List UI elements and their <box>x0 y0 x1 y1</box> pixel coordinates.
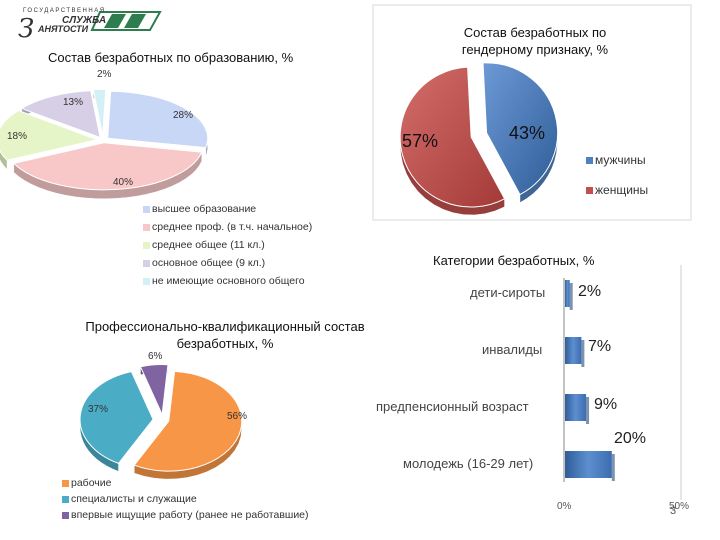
bar-shadow-2 <box>586 397 590 424</box>
bar-axis-tick-50: 50% <box>669 501 690 512</box>
profession-legend-item-workers: рабочие <box>62 477 111 489</box>
gender-label-female: 57% <box>402 131 439 151</box>
bar-category-youth: молодежь (16-29 лет) <box>403 456 534 471</box>
bar-shadow-3 <box>611 454 615 481</box>
legend-swatch <box>62 495 69 503</box>
gender-pie <box>399 62 559 216</box>
categories-bar-chart <box>565 280 615 481</box>
bar-value-label-disabled: 7% <box>588 338 612 355</box>
logo-graphic <box>90 11 162 31</box>
education-chart-title: Состав безработных по образованию, % <box>48 50 294 65</box>
bar-axis-tick-0: 0% <box>557 501 572 512</box>
education-legend-item-none: не имеющие основного общего <box>143 275 305 287</box>
education-slice-0 <box>107 90 209 149</box>
profession-chart-title: Профессионально-квалификационный состав … <box>85 319 365 351</box>
bar-value-label-prepension: 9% <box>594 396 618 413</box>
bar-1 <box>565 337 582 364</box>
categories-chart-title: Категории безработных, % <box>433 253 595 268</box>
bar-value-label-youth: 20% <box>614 430 647 447</box>
bar-shadow-1 <box>581 340 585 367</box>
logo-text-line3: АНЯТОСТИ <box>38 24 89 34</box>
education-slice-4 <box>92 88 107 137</box>
gender-slice-0 <box>482 62 559 196</box>
bar-value-label-orphans: 2% <box>578 283 602 300</box>
education-label-higher: 28% <box>173 110 194 121</box>
profession-label-specialists: 37% <box>88 404 109 415</box>
legend-swatch <box>586 157 593 165</box>
bar-category-disabled: инвалиды <box>482 342 543 357</box>
legend-swatch <box>143 205 150 213</box>
profession-slice-1 <box>79 371 154 464</box>
profession-label-first-time: 6% <box>148 351 163 362</box>
profession-slice-2 <box>139 364 169 417</box>
profession-legend-item-specialists: специалисты и служащие <box>62 493 197 505</box>
legend-swatch <box>143 277 150 285</box>
education-legend-item-higher: высшее образование <box>143 203 256 215</box>
bar-shadow-0 <box>569 283 573 310</box>
legend-swatch <box>586 187 593 195</box>
logo-initial: З <box>18 14 35 44</box>
bar-2 <box>565 394 587 421</box>
gender-label-male: 43% <box>509 123 546 143</box>
education-slice-2 <box>0 110 99 161</box>
gender-legend-item-male: мужчины <box>586 153 646 167</box>
bar-category-orphans: дети-сироты <box>470 285 546 300</box>
education-label-vocational: 40% <box>113 177 134 188</box>
legend-swatch <box>143 259 150 267</box>
logo-text-line1: ГОСУДАРСТВЕННАЯ <box>23 8 106 14</box>
education-label-none: 2% <box>97 69 112 80</box>
legend-swatch <box>62 511 69 519</box>
bar-3 <box>565 451 612 478</box>
education-slice-3 <box>20 90 101 139</box>
profession-slice-0 <box>133 370 243 472</box>
legend-swatch <box>143 241 150 249</box>
education-legend-item-general11: среднее общее (11 кл.) <box>143 239 265 251</box>
legend-swatch <box>62 479 69 487</box>
profession-legend-item-first-time: впервые ищущие работу (ранее не работавш… <box>62 509 309 521</box>
legend-swatch <box>143 223 150 231</box>
gender-chart-title: Состав безработных по гендерному признак… <box>461 25 609 57</box>
bar-category-prepension: предпенсионный возраст <box>376 399 529 414</box>
education-legend-item-vocational: среднее проф. (в т.ч. начальное) <box>143 221 312 233</box>
bar-0 <box>565 280 570 307</box>
education-label-general11: 18% <box>7 131 28 142</box>
education-label-general9: 13% <box>63 97 84 108</box>
education-slice-1 <box>12 142 203 191</box>
education-pie <box>0 88 209 200</box>
education-legend-item-general9: основное общее (9 кл.) <box>143 257 265 269</box>
profession-label-workers: 56% <box>227 411 248 422</box>
logo-text-line2: СЛУЖБА <box>62 15 107 26</box>
profession-pie <box>79 364 243 480</box>
gender-legend-item-female: женщины <box>586 183 648 197</box>
page-number: 3 <box>670 505 677 517</box>
gender-slice-1 <box>399 66 506 208</box>
